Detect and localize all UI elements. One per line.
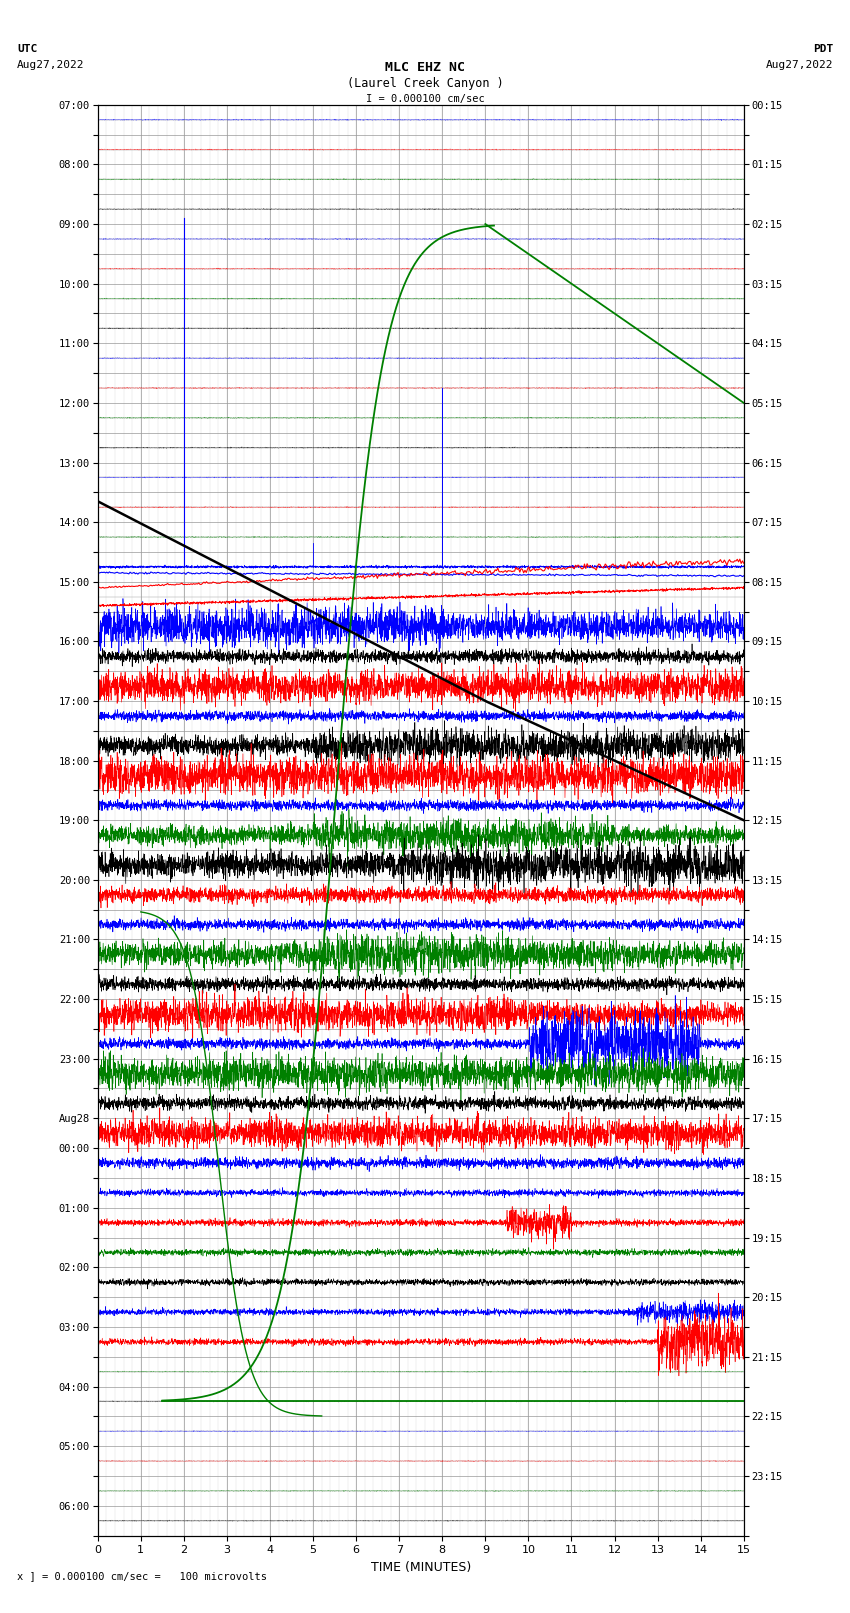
Text: (Laurel Creek Canyon ): (Laurel Creek Canyon )	[347, 77, 503, 90]
Text: x ] = 0.000100 cm/sec =   100 microvolts: x ] = 0.000100 cm/sec = 100 microvolts	[17, 1571, 267, 1581]
Text: Aug27,2022: Aug27,2022	[766, 60, 833, 69]
Text: Aug27,2022: Aug27,2022	[17, 60, 84, 69]
Text: UTC: UTC	[17, 44, 37, 53]
Text: I = 0.000100 cm/sec: I = 0.000100 cm/sec	[366, 94, 484, 103]
Text: PDT: PDT	[813, 44, 833, 53]
X-axis label: TIME (MINUTES): TIME (MINUTES)	[371, 1561, 471, 1574]
Text: MLC EHZ NC: MLC EHZ NC	[385, 61, 465, 74]
